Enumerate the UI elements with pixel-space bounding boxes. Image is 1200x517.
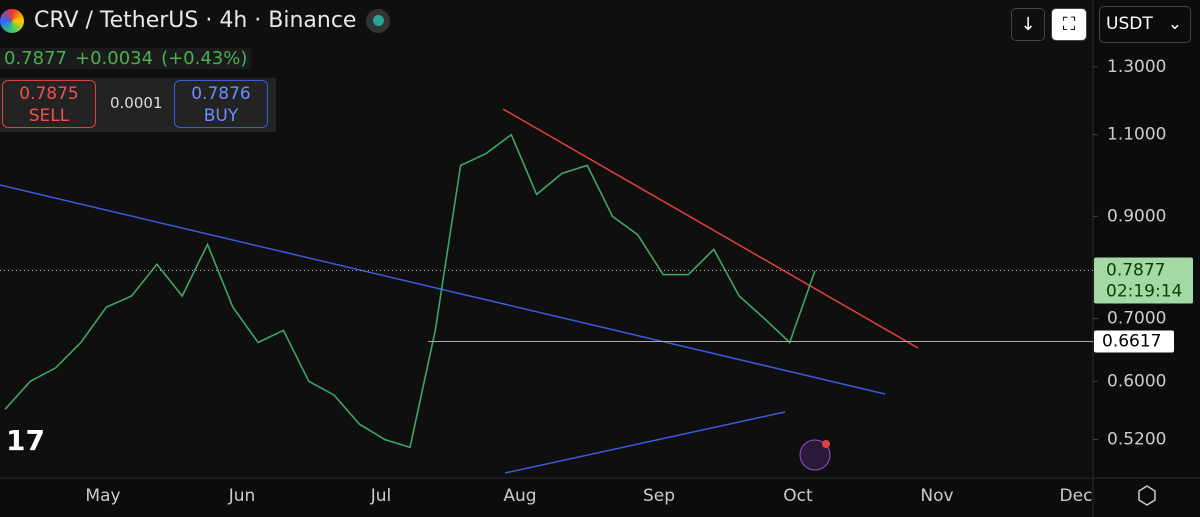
spread: 0.0001 (110, 94, 163, 112)
logo: 17 (6, 424, 45, 457)
trend-line (0, 184, 886, 395)
trade-panel (0, 78, 276, 132)
last: 0.7877 (4, 48, 67, 69)
buy-price: 0.7876 (191, 84, 251, 104)
x-tick-label: Dec (1060, 486, 1093, 506)
x-tick-label: Jul (370, 486, 392, 506)
last-price-box (1094, 257, 1193, 304)
symbol-title: CRV / TetherUS · 4h · Binance (34, 8, 357, 33)
currency: USDT (1106, 14, 1153, 34)
event-dot (822, 440, 830, 448)
level-box (1094, 330, 1174, 353)
countdown: 02:19:14 (1106, 282, 1182, 302)
buy-button[interactable]: 0.7876 BUY (174, 80, 268, 128)
fullscreen-button[interactable]: ⛶ (1051, 8, 1087, 41)
x-tick-label: May (85, 486, 120, 506)
y-tick-label: 0.7000 (1107, 309, 1166, 329)
trend-line (502, 108, 919, 349)
sell-button[interactable]: 0.7875 SELL (2, 80, 96, 128)
price-line (4, 133, 816, 449)
symbol-bar: CRV / TetherUS · 4h · Binance (0, 8, 391, 33)
currency-select[interactable]: USDT ⌄ (1099, 6, 1191, 43)
plot-bg (0, 0, 1093, 478)
y-tick-label: 1.1000 (1107, 125, 1166, 145)
x-tick-label: Jun (228, 486, 256, 506)
y-tick-label: 0.5200 (1107, 429, 1166, 449)
y-tick-label: 0.9000 (1107, 206, 1166, 226)
x-tick-label: Aug (503, 486, 536, 506)
buy-label: BUY (203, 106, 239, 126)
sell-label: SELL (28, 106, 70, 126)
y-tick-label: 1.3000 (1107, 57, 1166, 77)
sell-price: 0.7875 (19, 84, 79, 104)
x-tick-label: Nov (920, 486, 953, 506)
last-price-label: 0.7877 (1106, 261, 1165, 281)
settings-icon[interactable] (1138, 485, 1156, 506)
download-button[interactable]: ↓ (1011, 8, 1045, 41)
caret: ⌄ (1167, 14, 1182, 34)
x-tick-label: Sep (643, 486, 675, 506)
trend-line (504, 411, 786, 474)
quote: 0.7877 +0.0034 (+0.43%) (0, 48, 252, 69)
event-icon[interactable] (799, 439, 831, 471)
level-label: 0.6617 (1102, 331, 1161, 351)
change-pct: (+0.43%) (161, 48, 248, 69)
status (366, 8, 391, 33)
change: +0.0034 (74, 48, 154, 69)
y-tick-label: 0.6000 (1107, 371, 1166, 391)
coin-icon (0, 8, 24, 33)
x-tick-label: Oct (783, 486, 813, 506)
